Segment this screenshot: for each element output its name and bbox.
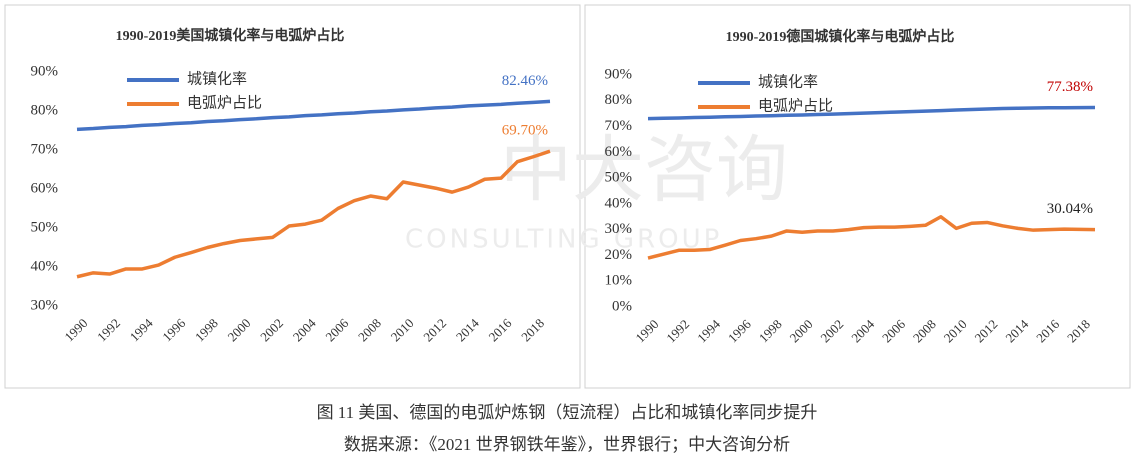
- chart-frame: [584, 4, 1131, 389]
- value-label: 77.38%: [1047, 79, 1093, 95]
- x-tick-label: 2008: [355, 315, 384, 344]
- y-tick-label: 70%: [31, 141, 59, 157]
- x-tick-label: 1994: [694, 316, 723, 345]
- source: 数据来源：《2021 世界钢铁年鉴》，世界银行；中大咨询分析: [344, 435, 790, 454]
- y-tick-label: 0%: [612, 298, 632, 314]
- x-tick-label: 1990: [61, 315, 90, 344]
- y-tick-label: 10%: [605, 273, 633, 289]
- y-tick-label: 40%: [605, 195, 633, 211]
- x-tick-label: 2018: [1064, 316, 1093, 345]
- series-line: [647, 215, 1096, 260]
- y-tick-label: 60%: [605, 144, 633, 160]
- x-tick-label: 1990: [632, 316, 661, 345]
- x-tick-label: 1996: [159, 315, 188, 344]
- x-tick-label: 2002: [257, 315, 286, 344]
- x-tick-label: 2018: [518, 315, 547, 344]
- legend-label: 电弧炉占比: [758, 97, 833, 114]
- legend-label: 电弧炉占比: [187, 94, 262, 111]
- x-tick-label: 2000: [225, 315, 254, 344]
- value-label: 69.70%: [502, 123, 548, 139]
- watermark-sub: CONSULTING GROUP: [405, 225, 722, 255]
- y-tick-label: 50%: [31, 219, 59, 235]
- chart-title: 1990-2019德国城镇化率与电弧炉占比: [726, 28, 955, 45]
- y-tick-label: 50%: [605, 170, 633, 186]
- y-tick-label: 70%: [605, 118, 633, 134]
- x-tick-label: 2010: [388, 315, 417, 344]
- x-tick-label: 1992: [94, 315, 123, 344]
- x-tick-label: 2016: [1033, 316, 1062, 345]
- x-tick-label: 1994: [127, 315, 156, 344]
- series-line: [647, 105, 1096, 121]
- x-tick-label: 2000: [787, 316, 816, 345]
- value-label: 30.04%: [1047, 201, 1093, 217]
- y-tick-label: 30%: [605, 221, 633, 237]
- x-tick-label: 2014: [453, 315, 482, 344]
- x-tick-label: 1998: [756, 316, 785, 345]
- y-tick-label: 90%: [31, 63, 59, 79]
- y-tick-label: 90%: [605, 66, 633, 82]
- x-tick-label: 2006: [879, 316, 908, 345]
- x-tick-label: 1992: [663, 316, 692, 345]
- series-line: [76, 149, 551, 279]
- y-tick-label: 40%: [31, 258, 59, 274]
- y-tick-label: 30%: [31, 297, 59, 313]
- x-tick-label: 2010: [941, 316, 970, 345]
- x-tick-label: 2004: [848, 316, 877, 345]
- x-tick-label: 2002: [817, 316, 846, 345]
- x-tick-label: 2012: [972, 316, 1001, 345]
- x-tick-label: 2008: [910, 316, 939, 345]
- x-tick-label: 1996: [725, 316, 754, 345]
- value-label: 82.46%: [502, 73, 548, 89]
- y-tick-label: 80%: [31, 102, 59, 118]
- x-tick-label: 2014: [1002, 316, 1031, 345]
- x-tick-label: 2004: [290, 315, 319, 344]
- y-tick-label: 80%: [605, 92, 633, 108]
- y-tick-label: 60%: [31, 180, 59, 196]
- legend-label: 城镇化率: [758, 73, 818, 90]
- chart-frame: [4, 4, 581, 389]
- x-tick-label: 2006: [322, 315, 351, 344]
- legend-label: 城镇化率: [187, 70, 247, 87]
- x-tick-label: 1998: [192, 315, 221, 344]
- watermark: 中大咨询: [500, 128, 788, 212]
- x-tick-label: 2012: [420, 315, 449, 344]
- x-tick-label: 2016: [486, 315, 515, 344]
- caption: 图 11 美国、德国的电弧炉炼钢（短流程）占比和城镇化率同步提升: [317, 403, 818, 422]
- chart-title: 1990-2019美国城镇化率与电弧炉占比: [116, 27, 345, 44]
- y-tick-label: 20%: [605, 247, 633, 263]
- series-line: [76, 99, 551, 132]
